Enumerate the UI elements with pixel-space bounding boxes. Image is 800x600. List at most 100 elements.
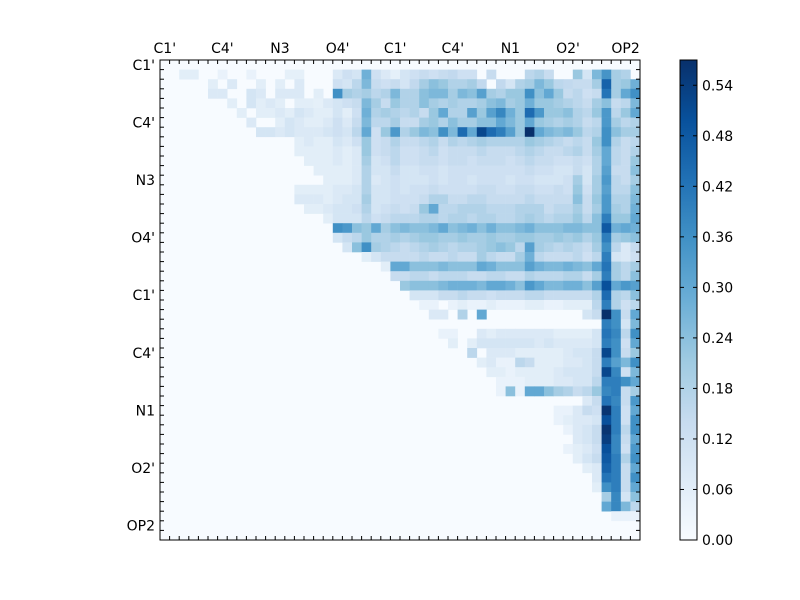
heatmap-cell bbox=[380, 136, 391, 147]
heatmap-cell bbox=[515, 79, 526, 90]
heatmap-cell bbox=[630, 434, 641, 445]
heatmap-cell bbox=[467, 252, 478, 262]
heatmap-cell bbox=[294, 69, 305, 80]
heatmap-cell bbox=[496, 338, 506, 349]
heatmap-cell bbox=[390, 79, 401, 90]
heatmap-cell bbox=[544, 290, 554, 301]
heatmap-cell bbox=[534, 280, 545, 291]
heatmap-cell bbox=[419, 175, 430, 186]
heatmap-cell bbox=[611, 88, 622, 99]
heatmap-cell bbox=[476, 165, 487, 176]
heatmap-cell bbox=[582, 146, 593, 157]
heatmap-cell bbox=[467, 280, 478, 291]
heatmap-cell bbox=[390, 69, 401, 80]
heatmap-cell bbox=[572, 98, 583, 109]
x-tick-label: C1' bbox=[384, 41, 407, 57]
heatmap-cell bbox=[342, 117, 353, 128]
heatmap-cell bbox=[611, 463, 622, 474]
heatmap-cell bbox=[572, 367, 583, 378]
heatmap-cell bbox=[544, 108, 554, 118]
heatmap-cell bbox=[572, 424, 583, 435]
heatmap-cell bbox=[592, 79, 602, 90]
heatmap-cell bbox=[553, 223, 564, 234]
heatmap-cell bbox=[553, 386, 564, 397]
heatmap-cell bbox=[438, 184, 449, 195]
heatmap-cell bbox=[476, 146, 487, 157]
heatmap-cell bbox=[332, 108, 343, 118]
heatmap-cell bbox=[601, 213, 612, 224]
heatmap-cell bbox=[572, 376, 583, 387]
heatmap-cell bbox=[630, 204, 641, 214]
heatmap-cell bbox=[294, 146, 305, 157]
heatmap-cell bbox=[534, 328, 545, 339]
heatmap-cell bbox=[400, 146, 410, 157]
heatmap-cell bbox=[371, 156, 382, 166]
heatmap-cell bbox=[342, 232, 353, 243]
heatmap-cell bbox=[457, 309, 468, 320]
heatmap-cell bbox=[496, 98, 506, 109]
heatmap-cell bbox=[390, 223, 401, 234]
heatmap-cell bbox=[534, 376, 545, 387]
heatmap-cell bbox=[515, 252, 526, 262]
heatmap-cell bbox=[380, 117, 391, 128]
heatmap-cell bbox=[438, 252, 449, 262]
heatmap-cell bbox=[476, 290, 487, 301]
heatmap-cell bbox=[419, 108, 430, 118]
heatmap-cell bbox=[505, 242, 516, 253]
heatmap-cell bbox=[620, 424, 631, 435]
heatmap-cell bbox=[371, 136, 382, 147]
heatmap-cell bbox=[601, 472, 612, 483]
heatmap-cell bbox=[572, 175, 583, 186]
heatmap-cell bbox=[611, 396, 622, 406]
heatmap-cell bbox=[361, 184, 372, 195]
heatmap-cell bbox=[544, 242, 554, 253]
heatmap-cell bbox=[380, 127, 391, 138]
heatmap-cell bbox=[428, 271, 439, 282]
heatmap-cell bbox=[323, 108, 334, 118]
heatmap-cell bbox=[601, 108, 612, 118]
heatmap-cell bbox=[630, 127, 641, 138]
heatmap-cell bbox=[534, 146, 545, 157]
heatmap-cell bbox=[390, 184, 401, 195]
heatmap-cell bbox=[630, 424, 641, 435]
heatmap-cell bbox=[601, 146, 612, 157]
heatmap-cell bbox=[505, 271, 516, 282]
heatmap-cell bbox=[400, 117, 410, 128]
heatmap-cell bbox=[486, 328, 497, 339]
heatmap-cell bbox=[361, 69, 372, 80]
heatmap-cell bbox=[467, 271, 478, 282]
heatmap-cell bbox=[601, 453, 612, 464]
heatmap-cell bbox=[630, 357, 641, 368]
heatmap-cell bbox=[400, 136, 410, 147]
heatmap-cell bbox=[380, 156, 391, 166]
heatmap-cell bbox=[563, 261, 574, 272]
heatmap-cell bbox=[505, 204, 516, 214]
x-tick-labels: C1' C4' N3 O4' C1' C4' N1 O2' OP2 bbox=[154, 41, 640, 57]
heatmap-cell bbox=[572, 184, 583, 195]
heatmap-cell bbox=[332, 223, 343, 234]
heatmap-cell bbox=[496, 146, 506, 157]
heatmap-cell bbox=[611, 424, 622, 435]
heatmap-cell bbox=[496, 127, 506, 138]
heatmap-cell bbox=[457, 88, 468, 99]
heatmap-cell bbox=[601, 156, 612, 166]
heatmap-cell bbox=[630, 319, 641, 330]
heatmap-cell bbox=[563, 79, 574, 90]
heatmap-cell bbox=[582, 434, 593, 445]
heatmap-cell bbox=[457, 69, 468, 80]
heatmap-cell bbox=[332, 184, 343, 195]
heatmap-cell bbox=[304, 156, 314, 166]
heatmap-cell bbox=[553, 415, 564, 426]
heatmap-cell bbox=[620, 108, 631, 118]
colorbar bbox=[679, 59, 698, 541]
heatmap-cell bbox=[400, 175, 410, 186]
heatmap-cell bbox=[294, 127, 305, 138]
heatmap-cell bbox=[630, 175, 641, 186]
heatmap-cell bbox=[563, 290, 574, 301]
heatmap-cell bbox=[515, 367, 526, 378]
heatmap-cell bbox=[620, 367, 631, 378]
heatmap-cell bbox=[611, 175, 622, 186]
heatmap-cell bbox=[544, 386, 554, 397]
heatmap-cell bbox=[467, 156, 478, 166]
heatmap-cell bbox=[448, 242, 458, 253]
